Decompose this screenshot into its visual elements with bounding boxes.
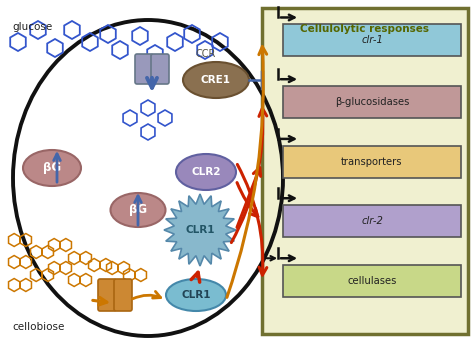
- Text: CCR: CCR: [196, 49, 216, 59]
- FancyBboxPatch shape: [283, 265, 461, 297]
- Text: β-glucosidases: β-glucosidases: [335, 97, 409, 107]
- Text: CLR1: CLR1: [185, 225, 215, 235]
- FancyBboxPatch shape: [151, 54, 169, 84]
- FancyBboxPatch shape: [135, 54, 153, 84]
- Text: clr-2: clr-2: [361, 216, 383, 226]
- Text: Cellulolytic responses: Cellulolytic responses: [301, 24, 429, 34]
- Ellipse shape: [183, 62, 249, 98]
- Text: glucose: glucose: [12, 22, 52, 32]
- Ellipse shape: [166, 279, 226, 311]
- Ellipse shape: [176, 154, 236, 190]
- Text: clr-1: clr-1: [361, 35, 383, 46]
- FancyBboxPatch shape: [98, 279, 116, 311]
- FancyBboxPatch shape: [283, 86, 461, 118]
- Text: βG: βG: [129, 203, 147, 216]
- Text: βG: βG: [43, 162, 61, 175]
- FancyBboxPatch shape: [114, 279, 132, 311]
- FancyBboxPatch shape: [283, 146, 461, 178]
- Ellipse shape: [23, 150, 81, 186]
- Text: transporters: transporters: [341, 157, 403, 167]
- FancyBboxPatch shape: [283, 205, 461, 237]
- FancyBboxPatch shape: [283, 24, 461, 57]
- Text: CLR2: CLR2: [191, 167, 221, 177]
- Text: CRE1: CRE1: [201, 75, 231, 85]
- Text: cellobiose: cellobiose: [12, 322, 64, 332]
- Text: cellulases: cellulases: [347, 276, 397, 286]
- Ellipse shape: [110, 193, 165, 227]
- Polygon shape: [164, 194, 236, 266]
- Text: CLR1: CLR1: [181, 290, 211, 300]
- FancyBboxPatch shape: [262, 8, 468, 334]
